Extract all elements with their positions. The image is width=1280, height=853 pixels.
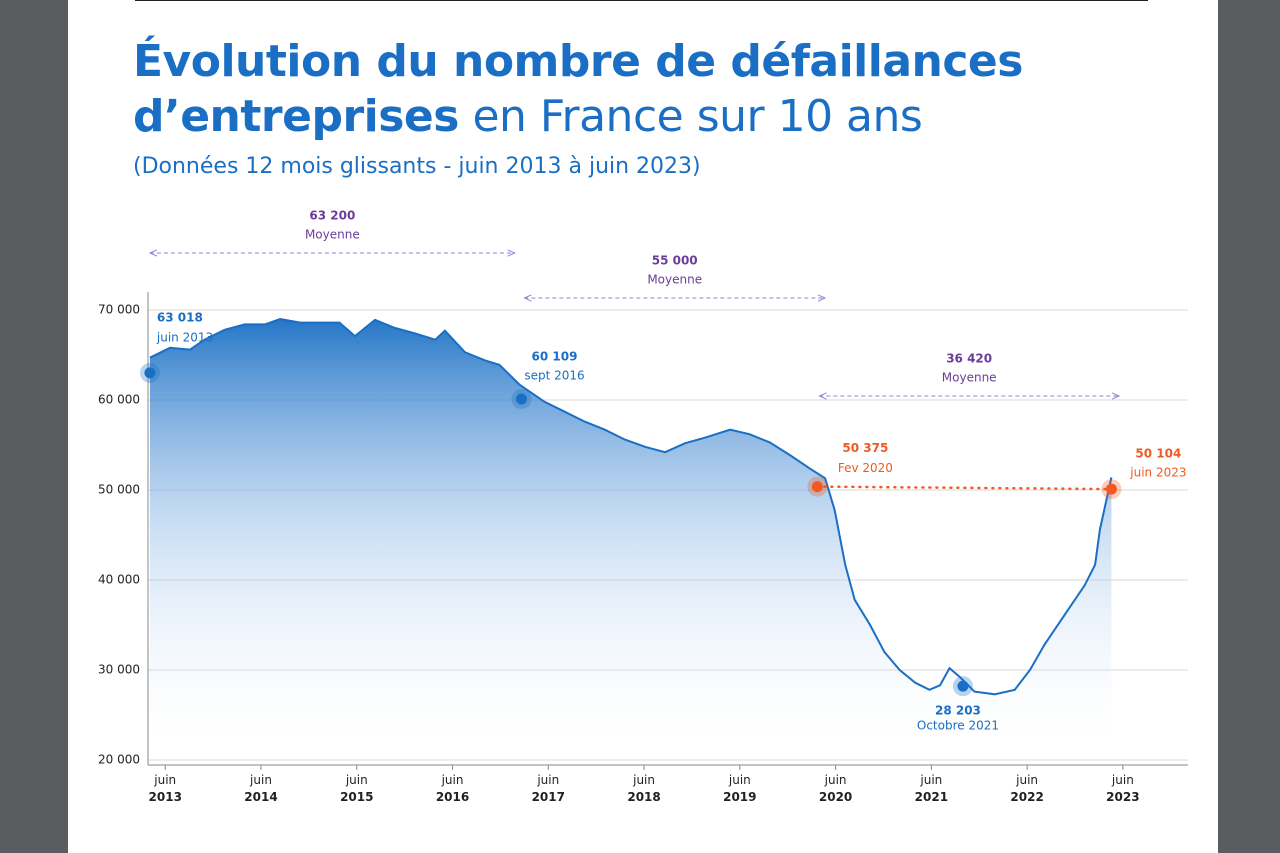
x-tick-label: juin 2018 [627, 773, 660, 804]
x-tick-label: juin 2020 [819, 773, 852, 804]
point-value: 60 109 [532, 350, 578, 364]
point [811, 481, 823, 493]
series-line [149, 317, 1113, 696]
x-tick-label: juin 2017 [532, 773, 565, 804]
x-tick-label: juin 2023 [1106, 773, 1139, 804]
point-value: 50 375 [842, 441, 888, 455]
point [1105, 483, 1117, 495]
point-value: 50 104 [1135, 447, 1181, 461]
x-tick-label: juin 2021 [915, 773, 948, 804]
point-date: sept 2016 [524, 369, 584, 383]
x-tick-label: juin 2015 [340, 773, 373, 804]
point-date: juin 2013 [156, 330, 213, 344]
subtitle: (Données 12 mois glissants - juin 2013 à… [133, 154, 701, 179]
point-value: 63 018 [157, 310, 203, 324]
x-tick-label: juin 2022 [1010, 773, 1043, 804]
title-line: Évolution du nombre de défaillances [133, 36, 1023, 87]
title-bold: d’entreprises [133, 91, 459, 142]
y-tick-label: 70 000 [98, 303, 140, 317]
point-date: juin 2023 [1129, 466, 1186, 480]
top-rule [135, 0, 1148, 1]
average-value: 36 420 [946, 352, 992, 366]
title-regular: en France sur 10 ans [472, 91, 923, 142]
x-tick-label: juin 2013 [149, 773, 182, 804]
average-text: Moyenne [647, 273, 702, 287]
average-text: Moyenne [305, 228, 360, 242]
point-date: Fev 2020 [838, 461, 893, 475]
x-tick-label: juin 2016 [436, 773, 469, 804]
y-tick-label: 40 000 [98, 573, 140, 587]
point [144, 367, 156, 379]
title-line: d’entreprises en France sur 10 ans [133, 91, 923, 142]
point [957, 680, 969, 692]
y-tick-label: 50 000 [98, 483, 140, 497]
average-value: 63 200 [309, 209, 355, 223]
point-value: 28 203 [935, 704, 981, 718]
y-tick-label: 20 000 [98, 753, 140, 767]
average-value: 55 000 [652, 254, 698, 268]
average-text: Moyenne [942, 371, 997, 385]
x-tick-label: juin 2014 [244, 773, 277, 804]
point-date: Octobre 2021 [917, 719, 999, 733]
x-tick-label: juin 2019 [723, 773, 756, 804]
area-fill [149, 319, 1112, 760]
connector [816, 485, 1113, 491]
point [515, 393, 527, 405]
y-tick-label: 30 000 [98, 663, 140, 677]
y-tick-label: 60 000 [98, 393, 140, 407]
